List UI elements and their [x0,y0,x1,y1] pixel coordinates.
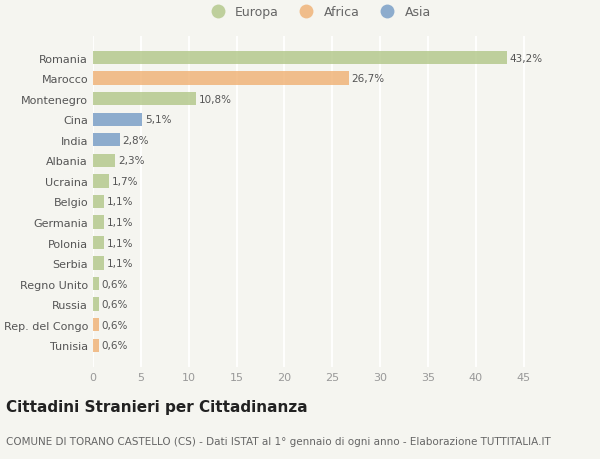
Text: 1,1%: 1,1% [106,218,133,228]
Text: COMUNE DI TORANO CASTELLO (CS) - Dati ISTAT al 1° gennaio di ogni anno - Elabora: COMUNE DI TORANO CASTELLO (CS) - Dati IS… [6,436,551,446]
Legend: Europa, Africa, Asia: Europa, Africa, Asia [200,1,436,24]
Text: 43,2%: 43,2% [509,53,542,63]
Bar [93,216,104,229]
Text: 0,6%: 0,6% [101,320,128,330]
Text: 0,6%: 0,6% [101,300,128,309]
Text: 2,3%: 2,3% [118,156,145,166]
Bar [93,298,99,311]
Bar [93,72,349,85]
Bar [93,154,115,168]
Bar [93,195,104,209]
Text: 1,1%: 1,1% [106,238,133,248]
Text: 1,1%: 1,1% [106,197,133,207]
Bar [93,113,142,127]
Text: 1,1%: 1,1% [106,258,133,269]
Bar [93,339,99,352]
Bar [93,93,196,106]
Bar [93,319,99,332]
Bar [93,134,120,147]
Bar [93,257,104,270]
Text: 1,7%: 1,7% [112,176,139,186]
Text: 0,6%: 0,6% [101,341,128,351]
Text: 26,7%: 26,7% [352,74,385,84]
Bar [93,277,99,291]
Bar [93,236,104,250]
Text: 10,8%: 10,8% [199,95,232,104]
Text: Cittadini Stranieri per Cittadinanza: Cittadini Stranieri per Cittadinanza [6,399,308,414]
Bar [93,175,109,188]
Text: 0,6%: 0,6% [101,279,128,289]
Text: 2,8%: 2,8% [122,135,149,146]
Text: 5,1%: 5,1% [145,115,171,125]
Bar [93,52,506,65]
